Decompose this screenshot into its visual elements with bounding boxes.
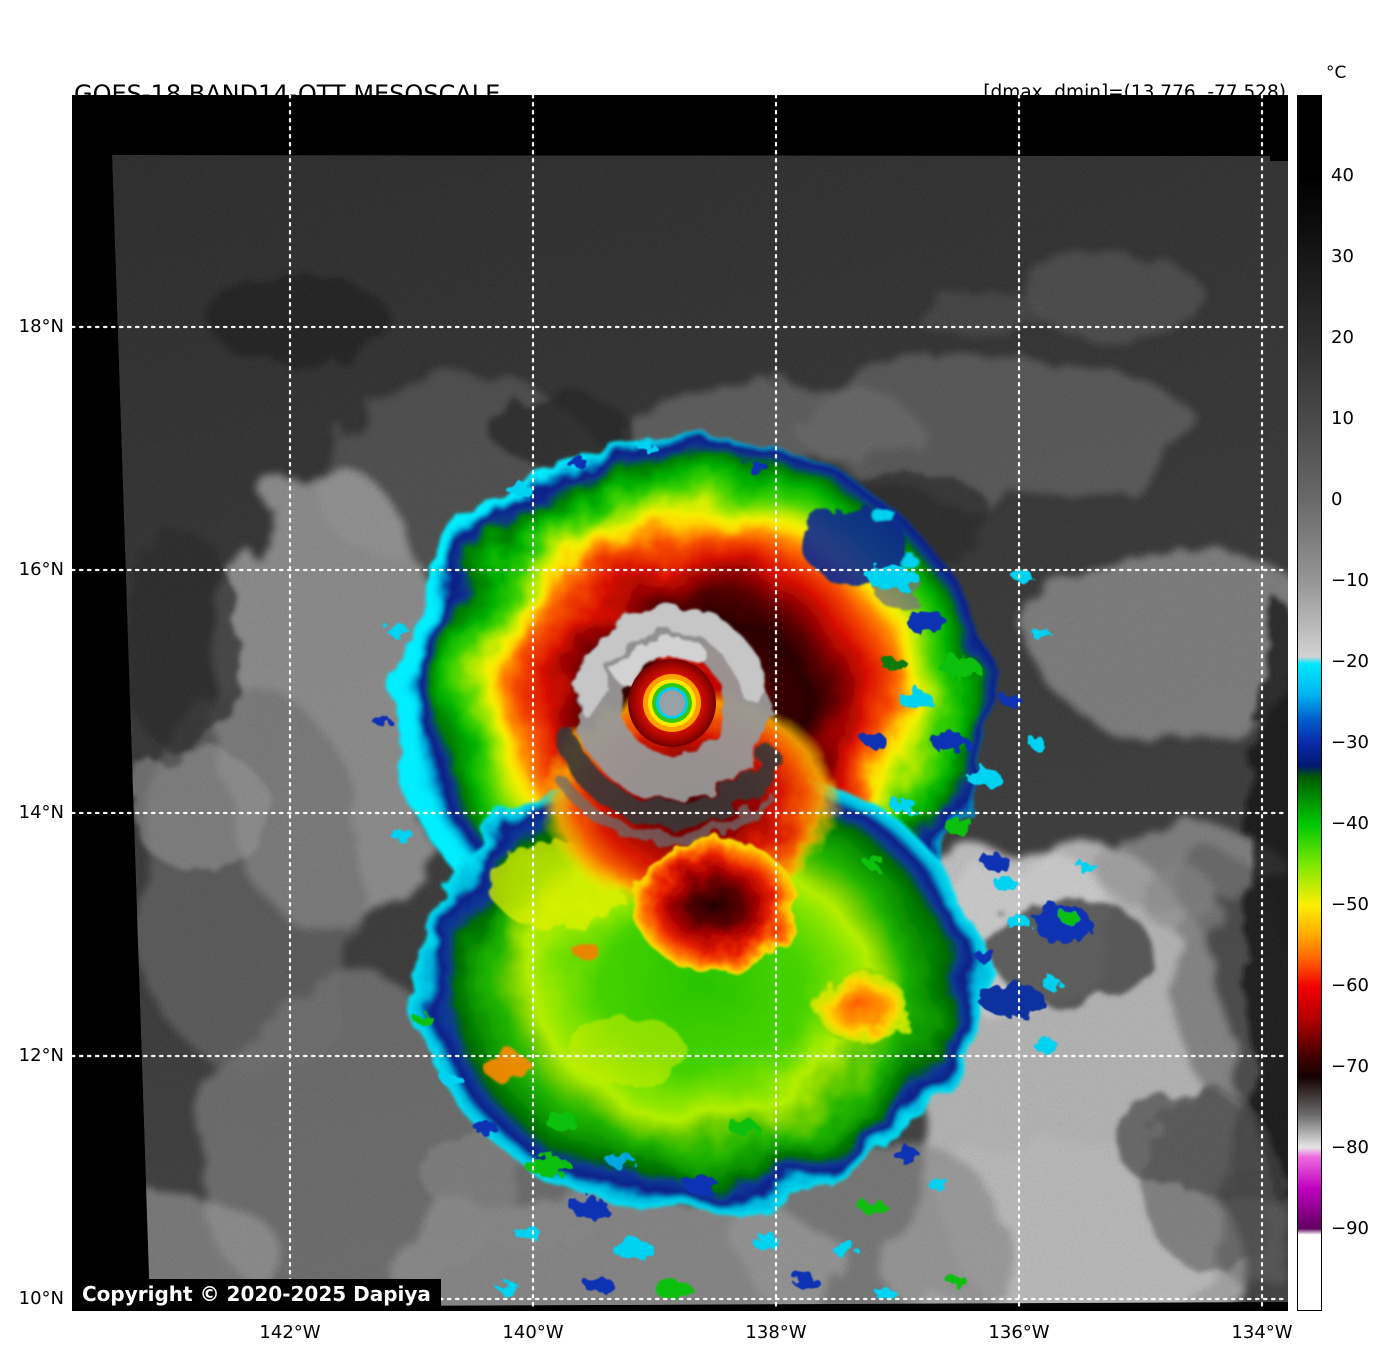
colorbar-tick-40: 40 xyxy=(1331,165,1354,186)
map-plot-area xyxy=(70,93,1290,1313)
colorbar-tick-30: 30 xyxy=(1331,246,1354,267)
lon-label-142w: 142°W xyxy=(259,1322,321,1343)
colorbar-tick-m20: −20 xyxy=(1331,651,1369,672)
figure-title: GOES-18 BAND14-OTT MESOSCALE xyxy=(74,80,501,108)
lat-label-18n: 18°N xyxy=(18,316,64,337)
lon-label-138w: 138°W xyxy=(745,1322,807,1343)
lat-label-12n: 12°N xyxy=(18,1045,64,1066)
secondary-cold-blob-red xyxy=(633,839,797,971)
convective-specks xyxy=(372,441,1098,1300)
lon-label-136w: 136°W xyxy=(988,1322,1050,1343)
colorbar-tick-0: 0 xyxy=(1331,489,1343,510)
colorbar-tick-20: 20 xyxy=(1331,327,1354,348)
temperature-colorbar xyxy=(1297,95,1322,1311)
eyewall-gray-ring xyxy=(555,606,781,845)
lat-label-10n: 10°N xyxy=(18,1288,64,1309)
hurricane-graphic xyxy=(372,437,1098,1300)
lat-label-16n: 16°N xyxy=(18,559,64,580)
satellite-image xyxy=(70,93,1290,1313)
colorbar-tick-m60: −60 xyxy=(1331,975,1369,996)
colorbar-tick-m70: −70 xyxy=(1331,1056,1369,1077)
copyright-badge: Copyright © 2020-2025 Dapiya xyxy=(72,1279,441,1311)
colorbar-tick-m40: −40 xyxy=(1331,813,1369,834)
colorbar-tick-m10: −10 xyxy=(1331,570,1369,591)
small-orange-spots xyxy=(482,941,598,1081)
colorbar-tick-m50: −50 xyxy=(1331,894,1369,915)
hurricane-eye xyxy=(628,659,716,747)
colorbar-unit-label: °C xyxy=(1326,63,1347,83)
secondary-cold-blob-orange xyxy=(816,971,908,1045)
lat-label-14n: 14°N xyxy=(18,802,64,823)
colorbar-tick-10: 10 xyxy=(1331,408,1354,429)
colorbar-tick-m90: −90 xyxy=(1331,1218,1369,1239)
lon-label-140w: 140°W xyxy=(502,1322,564,1343)
colorbar-tick-m30: −30 xyxy=(1331,732,1369,753)
lon-label-134w: 134°W xyxy=(1231,1322,1293,1343)
colorbar-tick-m80: −80 xyxy=(1331,1137,1369,1158)
